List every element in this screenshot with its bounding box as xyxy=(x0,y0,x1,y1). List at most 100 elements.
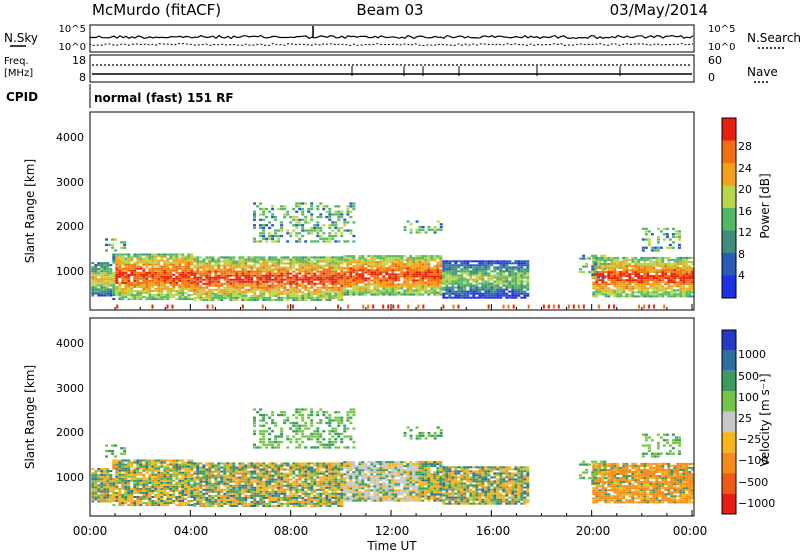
power-cell xyxy=(316,205,320,208)
power-cell xyxy=(508,270,512,273)
power-cell xyxy=(631,277,635,280)
power-cell xyxy=(121,279,125,282)
power-cell xyxy=(322,282,326,285)
power-cell xyxy=(193,296,197,299)
power-cell xyxy=(124,257,128,260)
velocity-cell xyxy=(217,492,221,495)
power-cell xyxy=(286,270,290,273)
power-cell xyxy=(214,270,218,273)
power-cell xyxy=(340,284,344,287)
power-cell xyxy=(376,267,380,270)
power-cell xyxy=(487,292,491,295)
power-cell xyxy=(691,269,695,272)
power-cell xyxy=(685,287,689,290)
power-cell xyxy=(238,264,242,267)
power-cell xyxy=(145,296,149,299)
velocity-cell xyxy=(229,484,233,487)
velocity-cell xyxy=(118,504,122,507)
power-cell xyxy=(445,268,449,271)
power-cell xyxy=(517,264,521,267)
power-cell xyxy=(334,213,338,216)
power-cell xyxy=(247,266,251,269)
velocity-cell xyxy=(280,480,284,483)
power-cell xyxy=(193,286,197,289)
velocity-cell xyxy=(277,476,281,479)
power-cell xyxy=(295,286,299,289)
power-cell xyxy=(280,290,284,293)
velocity-cell xyxy=(184,475,188,478)
power-cell xyxy=(253,274,257,277)
freq-spikes xyxy=(351,66,621,76)
power-cell xyxy=(373,265,377,268)
power-cell xyxy=(481,296,485,299)
velocity-cell xyxy=(271,474,275,477)
power-cell xyxy=(139,275,143,278)
velocity-cell xyxy=(223,466,227,469)
power-cell xyxy=(439,283,443,286)
velocity-cell xyxy=(160,496,164,498)
power-cell xyxy=(600,254,604,257)
power-cell xyxy=(331,224,335,227)
power-cell xyxy=(187,281,191,284)
power-cell xyxy=(301,278,305,281)
velocity-cell xyxy=(118,496,122,498)
power-cell xyxy=(292,282,296,285)
velocity-cell xyxy=(145,463,149,466)
power-cell xyxy=(139,273,143,276)
power-cell xyxy=(610,293,614,296)
velocity-cell xyxy=(124,479,128,482)
power-cell xyxy=(298,202,302,205)
power-cell xyxy=(346,275,350,278)
velocity-cell xyxy=(208,474,212,477)
power-cell xyxy=(202,278,206,281)
power-cell xyxy=(280,266,284,269)
power-cell xyxy=(298,264,302,267)
power-cell xyxy=(301,202,305,205)
velocity-cell xyxy=(238,502,242,505)
power-cell xyxy=(286,290,290,293)
power-cell xyxy=(139,296,143,299)
power-cell xyxy=(406,267,410,270)
velocity-cell xyxy=(247,488,251,491)
power-cell xyxy=(616,289,620,292)
power-cell xyxy=(640,289,644,292)
power-cell xyxy=(685,295,689,298)
power-cell xyxy=(322,274,326,277)
power-cell xyxy=(328,215,332,219)
power-cell xyxy=(220,264,224,267)
power-cell xyxy=(601,291,605,294)
power-cell xyxy=(124,275,128,278)
power-cell xyxy=(487,280,491,283)
power-cell xyxy=(100,270,104,273)
power-cell xyxy=(418,283,422,286)
power-cell xyxy=(370,265,374,268)
power-cell xyxy=(367,255,371,258)
power-cell xyxy=(289,280,293,283)
power-cell xyxy=(349,210,353,213)
power-cell xyxy=(520,278,524,281)
power-cell xyxy=(616,293,620,296)
velocity-cell xyxy=(166,469,170,472)
power-cell xyxy=(658,283,662,286)
power-cell xyxy=(511,288,515,291)
velocity-cell xyxy=(280,476,284,479)
power-cell xyxy=(665,235,669,239)
power-cell xyxy=(232,256,236,259)
power-cell xyxy=(160,265,164,268)
power-cell xyxy=(196,286,200,289)
power-cell xyxy=(127,265,131,268)
power-cell xyxy=(656,249,660,252)
velocity-cell xyxy=(205,474,209,477)
power-cell xyxy=(678,233,681,236)
power-cell xyxy=(109,280,113,283)
power-cell xyxy=(597,262,601,266)
velocity-cell xyxy=(262,486,266,489)
power-cell xyxy=(172,253,176,256)
power-cell xyxy=(388,275,392,278)
power-cell xyxy=(328,256,332,259)
power-cell xyxy=(487,262,491,265)
power-cell xyxy=(597,276,601,279)
power-cell xyxy=(325,264,329,267)
power-cell xyxy=(310,274,314,277)
velocity-cell xyxy=(214,470,218,473)
